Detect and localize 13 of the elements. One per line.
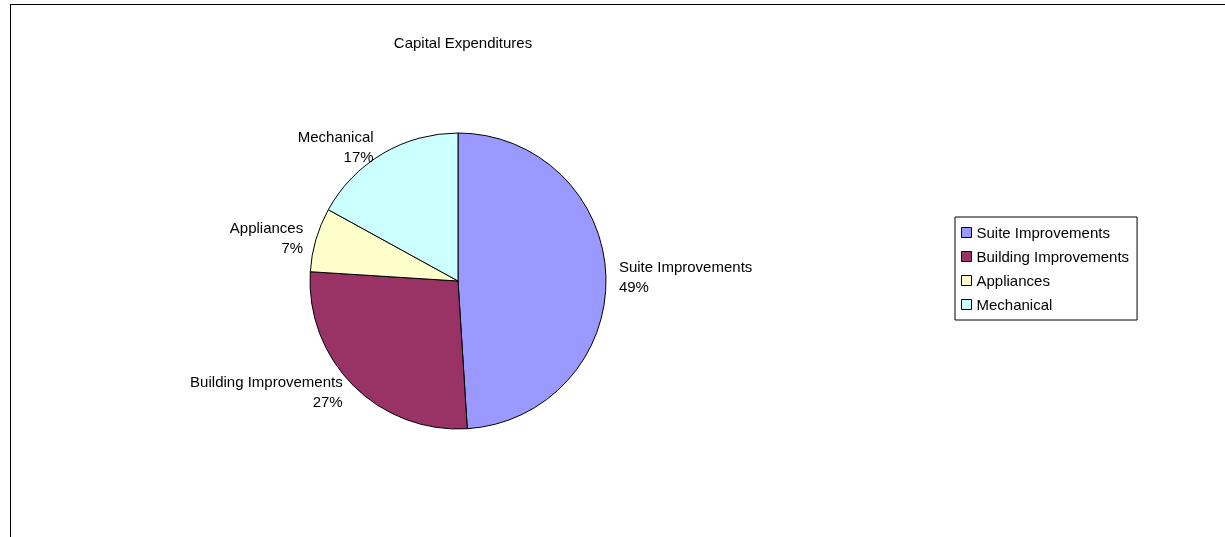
legend-label: Mechanical: [976, 296, 1053, 313]
data-label: 49%: [618, 277, 649, 295]
legend-label: Building Improvements: [976, 248, 1130, 265]
slice-label: Suite Improvements: [618, 257, 753, 275]
chart-title: Capital Expenditures: [393, 34, 533, 51]
slice-label: Building Improvements: [190, 372, 343, 390]
legend-label: Appliances: [976, 272, 1050, 289]
data-label: 7%: [281, 238, 304, 256]
slice-label: Appliances: [229, 218, 304, 236]
slice-label: Mechanical: [297, 128, 374, 146]
data-label: 17%: [343, 148, 374, 166]
legend-label: Suite Improvements: [976, 224, 1110, 241]
data-label: 27%: [312, 392, 343, 410]
